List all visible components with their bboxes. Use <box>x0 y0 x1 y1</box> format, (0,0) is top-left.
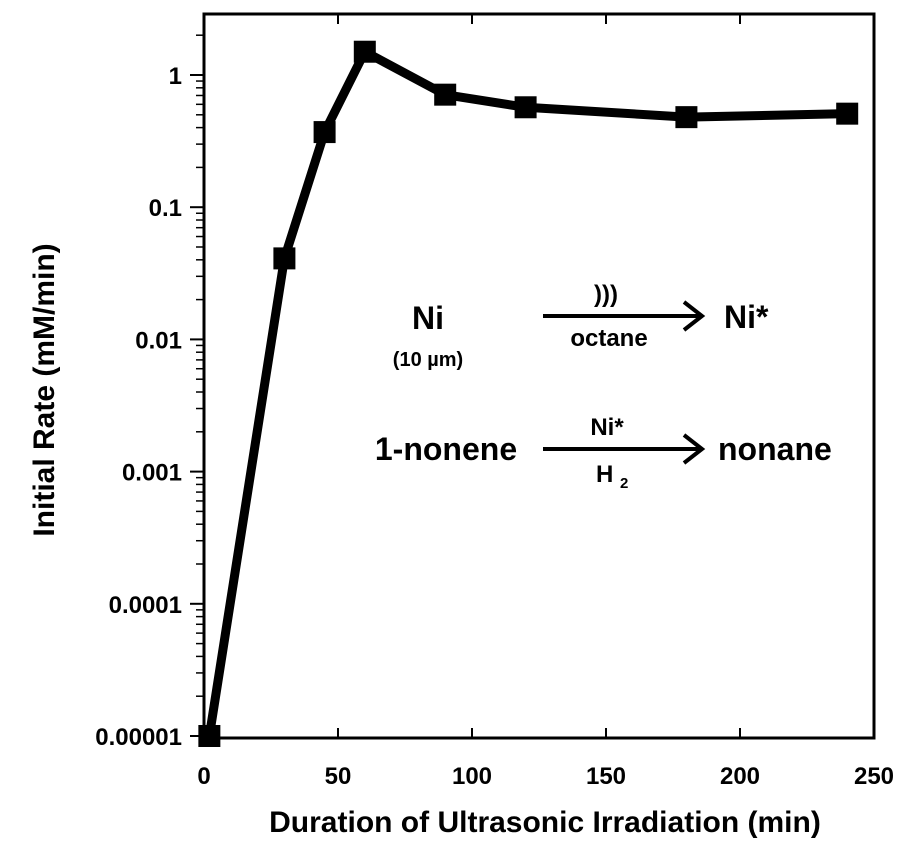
data-point <box>313 121 336 144</box>
reaction-1-reactant: Ni <box>412 300 444 336</box>
axis-ticks <box>190 14 875 738</box>
reaction-2-below-arrow-sub: 2 <box>620 475 628 492</box>
tick-labels: 0 50 100 150 200 250 0.00001 0.0001 0.001 0.01 0.1… <box>95 63 894 790</box>
x-tick-label: 150 <box>586 763 626 790</box>
reaction-1-product: Ni* <box>724 299 769 335</box>
reaction-2: 1-nonene Ni* H 2 nonane <box>375 414 832 492</box>
x-tick-label: 50 <box>325 763 352 790</box>
reaction-2-below-arrow: H 2 <box>596 461 628 492</box>
reaction-2-reactant: 1-nonene <box>375 431 517 467</box>
reaction-1-above-arrow: ))) <box>594 281 618 308</box>
reaction-1-reactant-note: (10 µm) <box>393 349 463 371</box>
y-tick-label: 0.01 <box>135 327 182 354</box>
x-axis-title: Duration of Ultrasonic Irradiation (min) <box>269 806 821 839</box>
reaction-2-arrow-icon <box>543 433 706 465</box>
y-axis-title: Initial Rate (mM/min) <box>28 243 61 536</box>
data-point <box>675 106 698 129</box>
y-tick-label: 0.001 <box>122 460 182 487</box>
plot-frame <box>202 12 876 740</box>
x-tick-label: 0 <box>197 763 210 790</box>
y-tick-label: 0.1 <box>149 195 182 222</box>
data-point <box>514 96 537 119</box>
y-tick-label: 0.0001 <box>109 592 182 619</box>
data-point <box>198 725 221 747</box>
series <box>198 40 859 747</box>
reaction-2-product: nonane <box>718 431 832 467</box>
data-point <box>273 247 296 270</box>
data-point <box>836 102 859 125</box>
data-point <box>434 83 457 106</box>
reaction-1: Ni (10 µm) ))) octane Ni* <box>393 281 769 371</box>
reaction-2-above-arrow: Ni* <box>590 414 624 441</box>
y-tick-label: 1 <box>169 63 182 90</box>
reaction-1-below-arrow: octane <box>570 325 647 352</box>
reaction-1-arrow-icon <box>543 300 706 332</box>
x-tick-label: 200 <box>720 763 760 790</box>
x-tick-label: 100 <box>452 763 492 790</box>
x-tick-label: 250 <box>854 763 894 790</box>
reaction-2-below-arrow-main: H <box>596 461 613 488</box>
y-tick-label: 0.00001 <box>95 724 182 751</box>
series-line <box>204 47 848 737</box>
axes <box>202 12 876 740</box>
data-point <box>353 40 376 63</box>
